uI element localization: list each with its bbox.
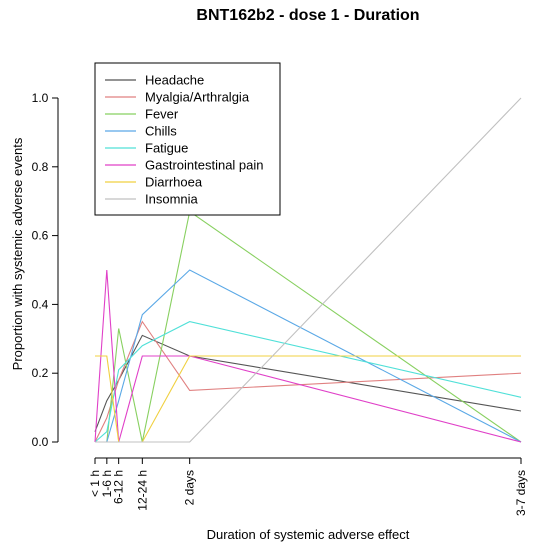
chart-title: BNT162b2 - dose 1 - Duration (196, 7, 419, 24)
legend-label: Insomnia (145, 192, 199, 207)
legend-label: Fatigue (145, 141, 188, 156)
legend-box (94, 62, 281, 216)
x-tick-label: 6-12 h (112, 470, 126, 504)
y-tick-label: 0.8 (32, 160, 49, 174)
x-tick-label: 3-7 days (514, 470, 528, 516)
series-line (94, 269, 522, 443)
y-tick-label: 1.0 (32, 91, 49, 105)
legend-label: Gastrointestinal pain (145, 158, 264, 173)
x-tick-label: 1-6 h (100, 470, 114, 497)
legend-label: Diarrhoea (145, 175, 203, 190)
legend-label: Headache (145, 73, 204, 88)
x-tick-label: 2 days (183, 470, 197, 505)
x-axis: < 1 h1-6 h6-12 h 12-24 h 2 days 3-7 days (88, 457, 528, 516)
legend: Headache Myalgia/Arthralgia Fever Chills Fat… (94, 62, 281, 216)
x-tick-label: 12-24 h (135, 470, 149, 511)
x-tick-label: < 1 h (88, 470, 102, 497)
series-line (95, 210, 522, 443)
series-line (95, 355, 521, 443)
series-line (94, 334, 522, 432)
legend-label: Myalgia/Arthralgia (145, 90, 250, 105)
y-axis: 0.0 0.2 0.4 0.6 0.8 1.0 (32, 91, 59, 449)
x-axis-label: Duration of systemic adverse effect (207, 527, 410, 542)
y-tick-label: 0.2 (32, 366, 49, 380)
y-tick-label: 0.4 (32, 297, 49, 311)
y-axis-label: Proportion with systemic adverse events (10, 137, 25, 370)
y-tick-label: 0.6 (32, 229, 49, 243)
series-line (94, 321, 522, 443)
series-group (94, 97, 522, 443)
legend-label: Chills (145, 124, 177, 139)
y-tick-label: 0.0 (32, 435, 49, 449)
series-line (94, 320, 522, 443)
series-line (95, 97, 522, 443)
legend-label: Fever (145, 107, 179, 122)
